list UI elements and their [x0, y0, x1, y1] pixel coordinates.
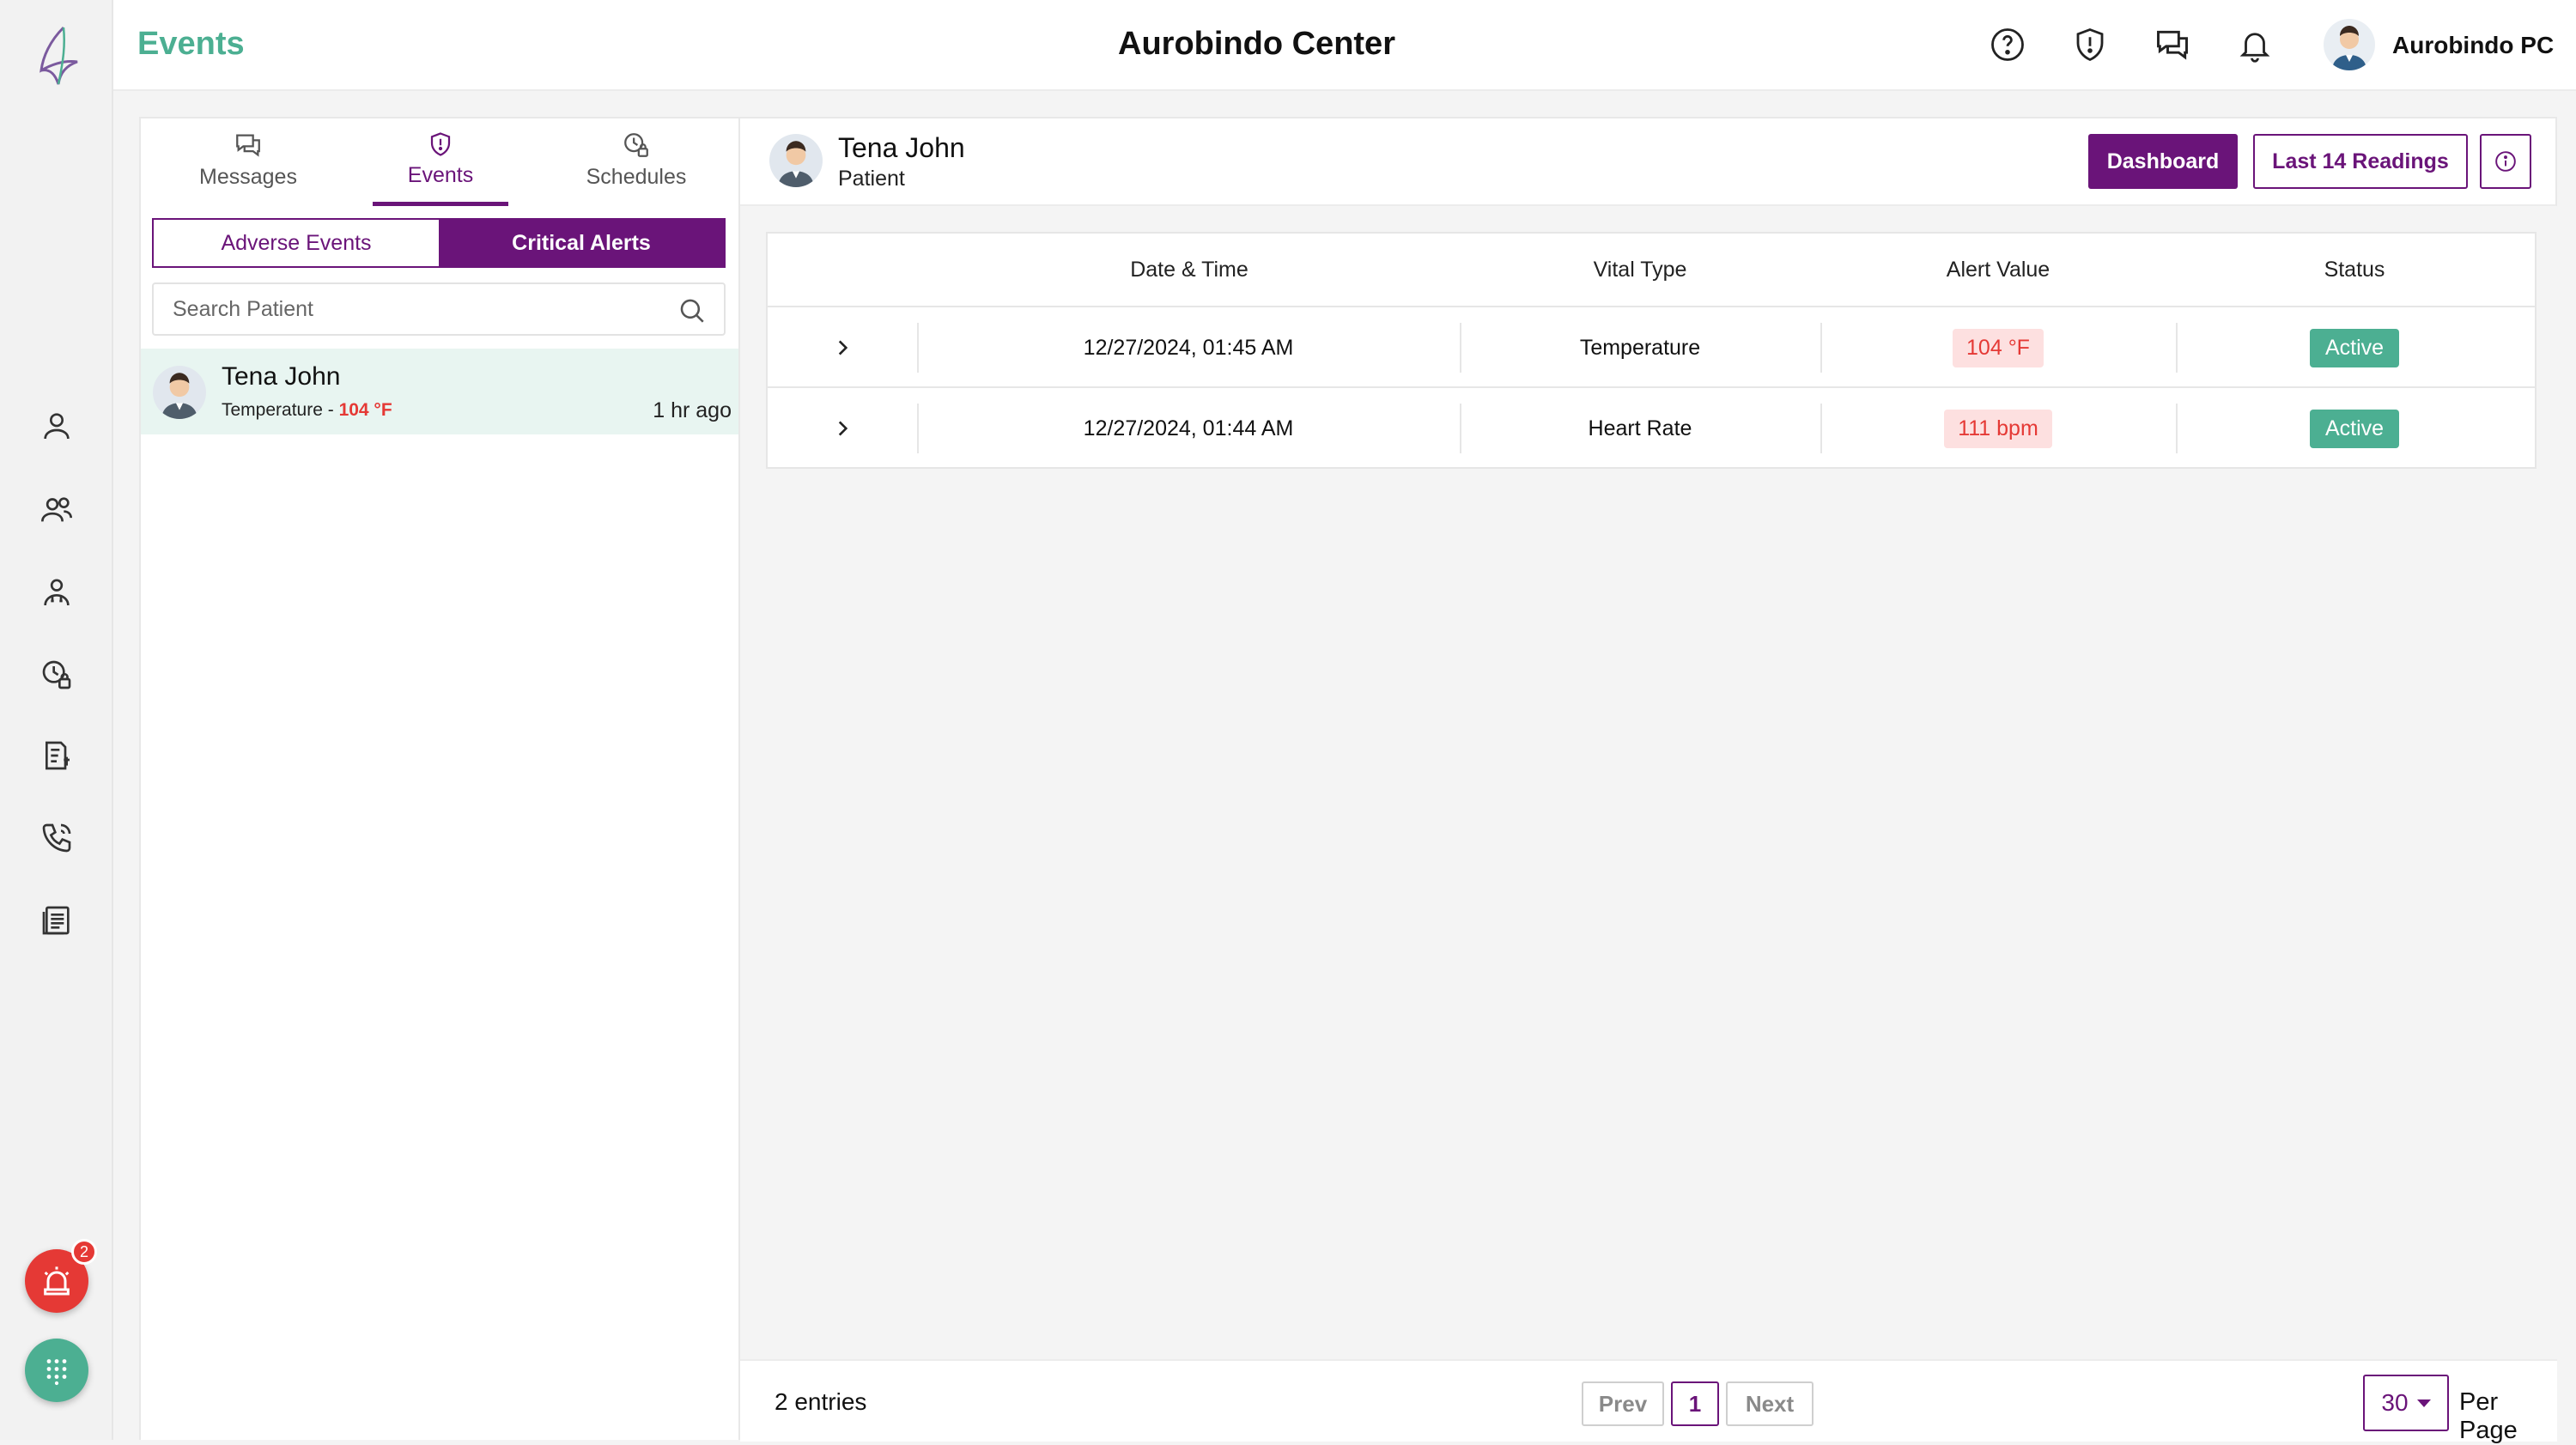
patient-name: Tena John — [838, 132, 965, 163]
last-readings-button[interactable]: Last 14 Readings — [2253, 134, 2468, 189]
chevron-right-icon — [838, 340, 848, 355]
patient-search — [152, 282, 726, 336]
table-row: 12/27/2024, 01:45 AM Temperature 104 °F … — [768, 307, 2535, 388]
patient-avatar — [769, 134, 823, 187]
per-page-select[interactable]: 30 — [2363, 1375, 2449, 1431]
chevron-right-icon — [838, 421, 848, 436]
center-title: Aurobindo Center — [1118, 26, 1395, 62]
table-header: Date & Time Vital Type Alert Value Statu… — [768, 234, 2535, 307]
vital-value: 104 °F — [338, 400, 392, 420]
dialpad-button[interactable] — [25, 1339, 88, 1402]
search-input[interactable] — [154, 284, 652, 334]
column-header-status: Status — [2324, 258, 2385, 282]
rail-schedule-icon[interactable] — [34, 653, 79, 697]
status-cell: Active — [2176, 307, 2533, 388]
patient-name: Tena John — [222, 362, 341, 391]
alert-time: 1 hr ago — [653, 398, 732, 422]
user-avatar[interactable] — [2324, 19, 2375, 70]
expand-row-button[interactable] — [768, 388, 917, 469]
page-number-button[interactable]: 1 — [1671, 1381, 1719, 1426]
rail-doctor-icon[interactable] — [34, 570, 79, 615]
alert-value-badge: 111 bpm — [1944, 409, 2052, 448]
rail-users-icon[interactable] — [34, 488, 79, 532]
per-page-value: 30 — [2381, 1389, 2409, 1416]
search-icon[interactable] — [677, 296, 707, 325]
status-badge: Active — [2309, 409, 2400, 448]
adverse-events-toggle[interactable]: Adverse Events — [154, 220, 439, 266]
panel-tabs: Messages Events Schedules — [141, 118, 738, 206]
alert-value-cell: 111 bpm — [1820, 388, 2176, 469]
column-header-alert-value: Alert Value — [1946, 258, 2050, 282]
patient-role: Patient — [838, 167, 905, 191]
vital-type: Heart Rate — [1588, 416, 1692, 440]
alert-datetime: 12/27/2024, 01:45 AM — [1083, 335, 1294, 360]
rail-user-icon[interactable] — [34, 404, 79, 448]
chat-icon[interactable] — [2152, 24, 2193, 65]
shield-alert-icon[interactable] — [2069, 24, 2111, 65]
info-icon — [2495, 151, 2516, 172]
alarm-count-badge: 2 — [71, 1239, 97, 1265]
tab-events[interactable]: Events — [373, 118, 508, 206]
column-header-datetime: Date & Time — [1130, 258, 1249, 282]
patient-list-item[interactable]: Tena John Temperature - 104 °F 1 hr ago — [141, 349, 738, 434]
shield-alert-icon — [430, 132, 451, 156]
alert-value-cell: 104 °F — [1820, 307, 2176, 388]
rail-reports-icon[interactable] — [34, 898, 79, 943]
alert-type-toggle: Adverse Events Critical Alerts — [152, 218, 726, 268]
bell-icon[interactable] — [2234, 24, 2275, 65]
tab-label: Schedules — [586, 165, 687, 189]
alert-detail-panel: Tena John Patient Dashboard Last 14 Read… — [740, 117, 2557, 1444]
status-cell: Active — [2176, 388, 2533, 469]
vital-type: Temperature — [222, 400, 323, 420]
dialpad-icon — [46, 1359, 67, 1386]
tab-schedules[interactable]: Schedules — [568, 118, 704, 206]
rail-phone-icon[interactable] — [34, 816, 79, 860]
patient-alert-summary: Temperature - 104 °F — [222, 400, 392, 421]
tab-messages[interactable]: Messages — [180, 118, 316, 206]
nav-rail: 2 — [0, 0, 113, 1440]
alert-value-badge: 104 °F — [1953, 328, 2044, 367]
per-page-label: Per Page — [2459, 1388, 2518, 1444]
vital-type: Temperature — [1579, 335, 1701, 360]
chevron-down-icon — [2416, 1399, 2431, 1407]
schedule-icon — [624, 133, 648, 157]
chat-icon — [236, 134, 260, 157]
tab-label: Events — [407, 163, 474, 187]
siren-icon — [44, 1266, 70, 1296]
alert-datetime: 12/27/2024, 01:44 AM — [1083, 416, 1294, 440]
expand-row-button[interactable] — [768, 307, 917, 388]
prev-page-button[interactable]: Prev — [1582, 1381, 1664, 1426]
separator: - — [322, 400, 339, 420]
help-icon[interactable] — [1987, 24, 2028, 65]
events-panel: Messages Events Schedules Adverse Events… — [139, 117, 740, 1440]
dashboard-button[interactable]: Dashboard — [2088, 134, 2238, 189]
alarm-button[interactable]: 2 — [25, 1239, 97, 1313]
status-badge: Active — [2309, 328, 2400, 367]
info-button[interactable] — [2480, 134, 2531, 189]
pagination-footer: 2 entries Prev 1 Next 30 Per Page — [740, 1359, 2557, 1444]
critical-alerts-toggle[interactable]: Critical Alerts — [439, 220, 724, 266]
page-title: Events — [137, 26, 245, 62]
tab-label: Messages — [199, 165, 297, 189]
user-name[interactable]: Aurobindo PC — [2392, 32, 2555, 58]
next-page-button[interactable]: Next — [1726, 1381, 1814, 1426]
column-header-vital-type: Vital Type — [1593, 258, 1687, 282]
top-header: Events Aurobindo Center Aurobindo PC — [113, 0, 2576, 91]
entries-count: 2 entries — [775, 1388, 867, 1415]
app-logo-icon[interactable] — [24, 22, 89, 91]
patient-header: Tena John Patient Dashboard Last 14 Read… — [740, 118, 2557, 206]
rail-billing-icon[interactable] — [34, 733, 79, 778]
alerts-table: Date & Time Vital Type Alert Value Statu… — [766, 232, 2537, 469]
table-row: 12/27/2024, 01:44 AM Heart Rate 111 bpm … — [768, 388, 2535, 469]
patient-avatar — [153, 366, 206, 419]
